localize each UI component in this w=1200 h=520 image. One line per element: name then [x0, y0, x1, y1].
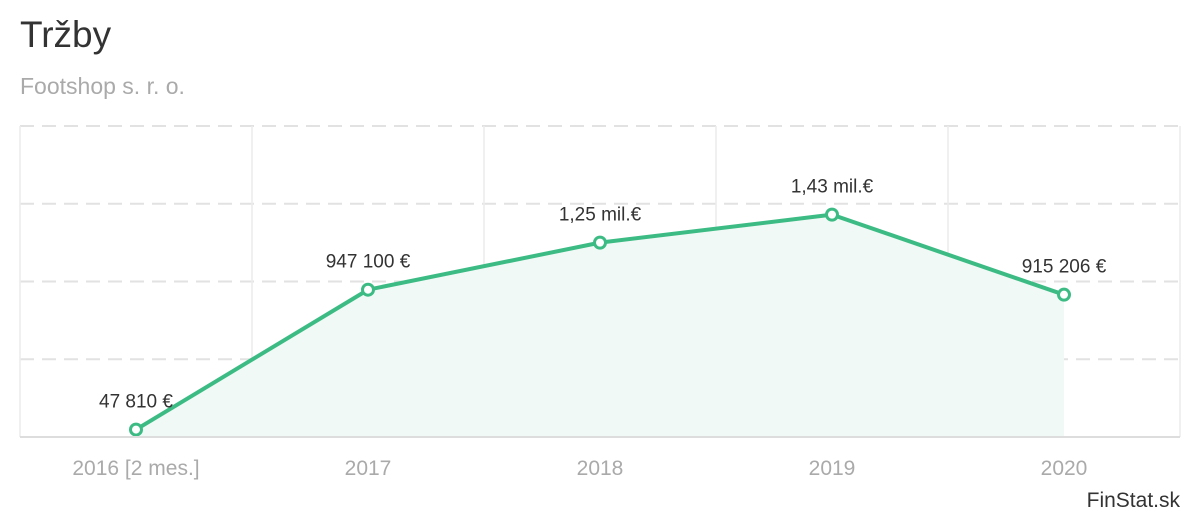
data-point	[361, 282, 375, 297]
data-points	[129, 207, 1071, 437]
data-point	[593, 235, 607, 250]
data-point	[825, 207, 839, 222]
x-tick-label: 2016 [2 mes.]	[72, 457, 199, 480]
finstat-credit[interactable]: FinStat.sk	[1086, 489, 1180, 512]
data-label: 47 810 €	[99, 392, 173, 413]
x-tick-label: 2018	[577, 457, 624, 480]
data-label: 947 100 €	[326, 252, 411, 273]
data-point	[1057, 287, 1071, 302]
x-axis: 2016 [2 mes.] 2017 2018 2019 2020	[20, 436, 1180, 480]
data-label: 915 206 €	[1022, 257, 1107, 278]
chart-title: Tržby	[20, 14, 112, 55]
data-labels: 47 810 € 947 100 € 1,25 mil.€ 1,43 mil.€ 915…	[99, 177, 1107, 413]
x-tick-label: 2017	[345, 457, 392, 480]
data-point	[129, 422, 143, 437]
area-fill	[136, 214, 1064, 437]
data-label: 1,43 mil.€	[791, 177, 874, 198]
x-tick-label: 2020	[1041, 457, 1088, 480]
data-label: 1,25 mil.€	[559, 205, 642, 226]
x-tick-label: 2019	[809, 457, 856, 480]
chart-subtitle: Footshop s. r. o.	[20, 73, 185, 99]
